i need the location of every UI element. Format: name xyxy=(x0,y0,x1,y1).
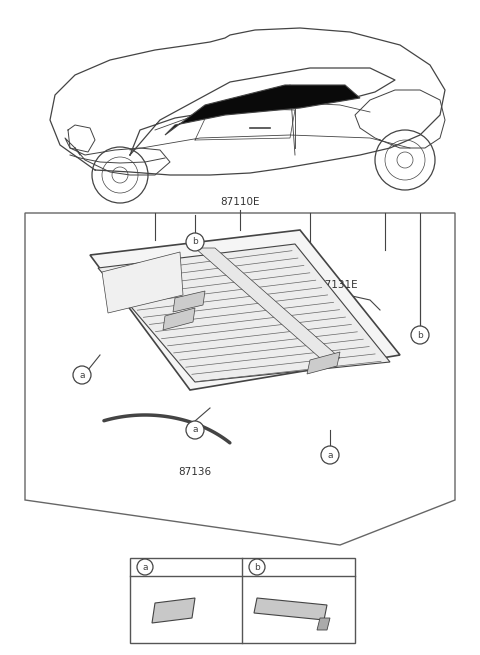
Text: 87136: 87136 xyxy=(179,467,212,477)
Polygon shape xyxy=(165,85,360,135)
Text: b: b xyxy=(192,238,198,246)
Circle shape xyxy=(411,326,429,344)
Circle shape xyxy=(186,421,204,439)
Text: a: a xyxy=(327,451,333,460)
Circle shape xyxy=(321,446,339,464)
Polygon shape xyxy=(307,352,340,374)
Text: a: a xyxy=(142,563,148,572)
Polygon shape xyxy=(163,308,195,330)
Polygon shape xyxy=(173,291,205,312)
Text: a: a xyxy=(192,426,198,434)
Polygon shape xyxy=(90,230,400,390)
Polygon shape xyxy=(102,252,183,313)
Polygon shape xyxy=(25,213,455,545)
Polygon shape xyxy=(98,244,390,382)
Text: a: a xyxy=(79,371,85,379)
Polygon shape xyxy=(317,618,330,630)
Polygon shape xyxy=(152,598,195,623)
Bar xyxy=(130,558,355,643)
Polygon shape xyxy=(254,598,327,620)
Circle shape xyxy=(137,559,153,575)
Polygon shape xyxy=(195,248,340,358)
Text: b: b xyxy=(417,331,423,339)
Circle shape xyxy=(186,233,204,251)
Circle shape xyxy=(249,559,265,575)
Text: 87131E: 87131E xyxy=(318,280,358,290)
Text: 86124D: 86124D xyxy=(157,562,198,572)
Text: b: b xyxy=(254,563,260,572)
Text: 87110E: 87110E xyxy=(220,197,260,207)
Text: 87864: 87864 xyxy=(269,562,302,572)
Circle shape xyxy=(73,366,91,384)
